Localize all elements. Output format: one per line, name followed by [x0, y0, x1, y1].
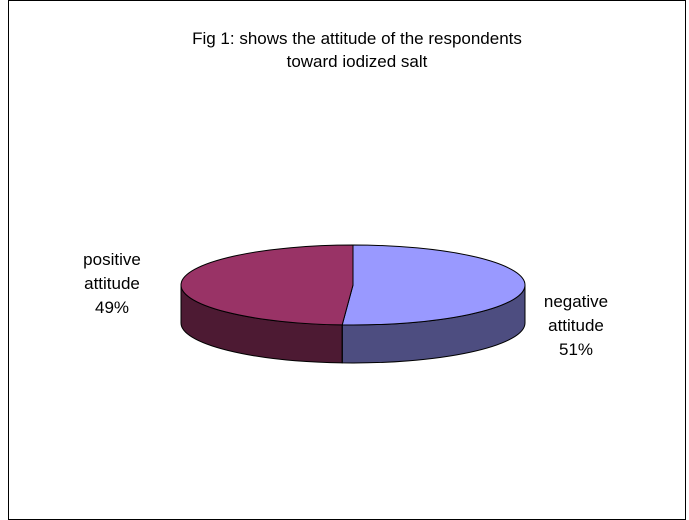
chart-title-line-1: Fig 1: shows the attitude of the respond…	[192, 29, 522, 48]
slice-label-negative: negative attitude 51%	[516, 290, 636, 362]
chart-title-line-2: toward iodized salt	[286, 52, 428, 71]
slice-label-positive-line-2: attitude	[84, 274, 140, 293]
slice-label-negative-line-1: negative	[543, 292, 609, 311]
slice-label-positive-line-1: positive	[83, 250, 141, 269]
slice-label-positive-value: 49%	[94, 298, 130, 317]
pie-slice-positive	[180, 244, 354, 326]
slice-label-negative-value: 51%	[558, 340, 594, 359]
chart-title: Fig 1: shows the attitude of the respond…	[109, 27, 605, 73]
pie-slice-negative	[341, 244, 526, 326]
slice-label-positive: positive attitude 49%	[52, 248, 172, 320]
slice-label-negative-line-2: attitude	[548, 316, 604, 335]
